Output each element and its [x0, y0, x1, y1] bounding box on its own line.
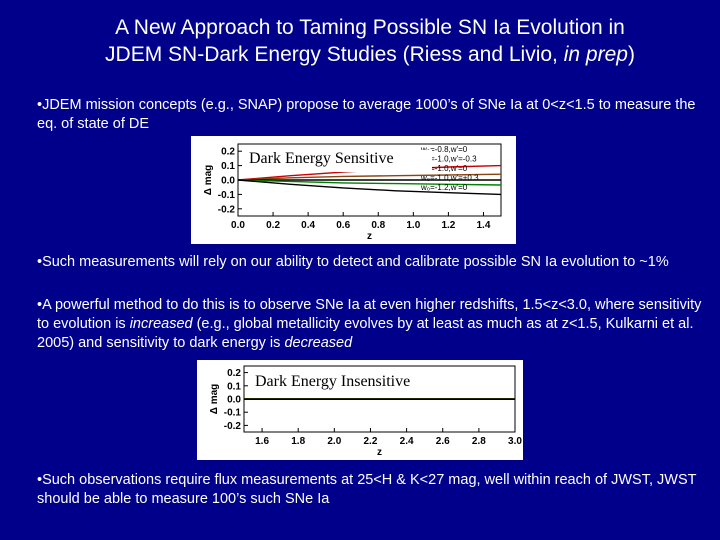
legend-entry-2: w₀=-1.0,w'=-0.3 [420, 155, 477, 164]
y-tick-label: -0.1 [224, 408, 242, 419]
bullet-method-a: •A powerful method to do this is to obse… [37, 297, 702, 332]
slide-title: A New Approach to Taming Possible SN Ia … [40, 14, 700, 68]
x-tick-label: 1.6 [255, 436, 269, 447]
y-tick-label: 0.0 [227, 395, 241, 406]
x-axis-label: z [377, 447, 382, 458]
x-tick-label: 2.4 [400, 436, 414, 447]
label-dark-energy-sensitive: Dark Energy Sensitive [249, 150, 432, 172]
series-line-4 [237, 179, 502, 186]
y-tick-label: 0.2 [227, 368, 241, 379]
bullet-method: •A powerful method to do this is to obse… [37, 296, 705, 353]
series-line-5 [237, 179, 502, 196]
chart-label-dark-energy-insensitive: Dark Energy Insensitive [255, 373, 410, 390]
x-tick-label: 2.2 [364, 436, 378, 447]
x-tick-label: 0.6 [336, 220, 350, 231]
y-tick-label: 0.1 [227, 381, 241, 392]
bullet-method-b: (e.g., global metallicity evolves by at … [37, 316, 694, 351]
x-tick-label: 0.4 [301, 220, 315, 231]
x-axis-label: z [367, 231, 372, 242]
x-tick-label: 0.0 [231, 220, 245, 231]
legend-entry-1: w₀=-0.8,w'=0 [420, 145, 468, 154]
x-tick-label: 1.4 [477, 220, 491, 231]
y-tick-label: 0.0 [221, 176, 235, 187]
x-tick-label: 0.2 [266, 220, 280, 231]
x-tick-label: 1.8 [291, 436, 305, 447]
y-tick-label: 0.2 [221, 147, 235, 158]
y-tick-label: -0.1 [218, 190, 236, 201]
series-line-2 [237, 173, 502, 181]
title-line-2: JDEM SN-Dark Energy Studies (Riess and L… [40, 41, 700, 68]
x-tick-label: 0.8 [371, 220, 385, 231]
x-tick-label: 1.2 [441, 220, 455, 231]
bullet-jdem: •JDEM mission concepts (e.g., SNAP) prop… [37, 97, 696, 132]
x-tick-label: 2.0 [327, 436, 341, 447]
bullet-jwst: •Such observations require flux measurem… [37, 472, 697, 507]
title-line-1: A New Approach to Taming Possible SN Ia … [115, 16, 625, 39]
plot-dark-energy-insensitive: 0.2 0.1 0.0 -0.1 -0.2 1.6 1.8 2.0 2.2 2.4 2.6 2.8 3.… [197, 360, 523, 460]
y-tick-label: -0.2 [218, 204, 236, 215]
title-line-2-pre: JDEM SN-Dark Energy Studies (Riess and L… [105, 43, 564, 66]
y-axis-label: Δ mag [209, 384, 220, 415]
legend-entry-4: w₀=-1.0,w'=+0.3 [420, 174, 479, 183]
legend-entry-5: w₀=-1.2,w'=0 [420, 183, 468, 192]
title-line-2-post: ) [627, 43, 635, 66]
chart-label-bg [253, 371, 453, 391]
x-tick-label: 3.0 [508, 436, 522, 447]
y-axis-label: Δ mag [203, 165, 214, 196]
bullet-calibration: •Such measurements will rely on our abil… [37, 254, 669, 270]
y-tick-label: -0.2 [224, 421, 242, 432]
title-line-2-em: in prep [563, 43, 628, 66]
x-tick-label: 1.0 [406, 220, 420, 231]
x-tick-label: 2.6 [436, 436, 450, 447]
y-tick-label: 0.1 [221, 161, 235, 172]
bullet-method-em-decreased: decreased [284, 335, 353, 351]
legend-entry-3: w₀=-1.0,w'=0 [420, 164, 468, 173]
x-tick-label: 2.8 [472, 436, 486, 447]
bullet-method-em-increased: increased [129, 316, 193, 332]
chart-insensitive-svg: 0.2 0.1 0.0 -0.1 -0.2 1.6 1.8 2.0 2.2 2.4 2.6 2.8 3.… [209, 365, 522, 458]
